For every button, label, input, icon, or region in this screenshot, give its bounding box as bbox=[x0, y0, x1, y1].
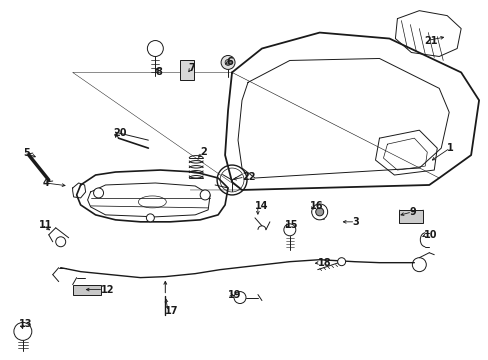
Text: 22: 22 bbox=[242, 172, 255, 182]
Circle shape bbox=[315, 208, 323, 216]
Circle shape bbox=[234, 292, 245, 303]
Circle shape bbox=[283, 224, 295, 236]
Circle shape bbox=[93, 188, 103, 198]
Text: 7: 7 bbox=[188, 63, 195, 73]
Text: 20: 20 bbox=[113, 128, 127, 138]
Bar bbox=[73, 285, 101, 294]
Text: 11: 11 bbox=[39, 220, 52, 230]
Text: 4: 4 bbox=[42, 178, 49, 188]
Text: 21: 21 bbox=[424, 36, 437, 46]
Text: 17: 17 bbox=[165, 306, 179, 316]
Circle shape bbox=[337, 258, 345, 266]
Circle shape bbox=[147, 41, 163, 57]
Bar bbox=[399, 210, 423, 223]
Circle shape bbox=[311, 204, 327, 220]
Text: 15: 15 bbox=[285, 220, 298, 230]
Circle shape bbox=[224, 59, 230, 66]
Circle shape bbox=[56, 237, 65, 247]
Circle shape bbox=[146, 214, 154, 222]
Circle shape bbox=[221, 55, 235, 69]
Text: 6: 6 bbox=[225, 58, 232, 67]
Text: 1: 1 bbox=[447, 143, 453, 153]
Text: 9: 9 bbox=[408, 207, 415, 217]
Text: 14: 14 bbox=[254, 201, 268, 211]
Text: 3: 3 bbox=[352, 217, 359, 227]
Bar bbox=[180, 60, 194, 80]
Circle shape bbox=[14, 323, 32, 340]
Text: 16: 16 bbox=[309, 201, 323, 211]
Text: 8: 8 bbox=[155, 67, 162, 77]
Text: 12: 12 bbox=[101, 284, 114, 294]
Text: 5: 5 bbox=[23, 148, 30, 158]
Text: 2: 2 bbox=[200, 147, 206, 157]
Text: 10: 10 bbox=[424, 230, 437, 240]
Text: 13: 13 bbox=[19, 319, 32, 329]
Circle shape bbox=[200, 190, 210, 200]
Text: 19: 19 bbox=[227, 289, 241, 300]
Text: 18: 18 bbox=[317, 258, 331, 268]
